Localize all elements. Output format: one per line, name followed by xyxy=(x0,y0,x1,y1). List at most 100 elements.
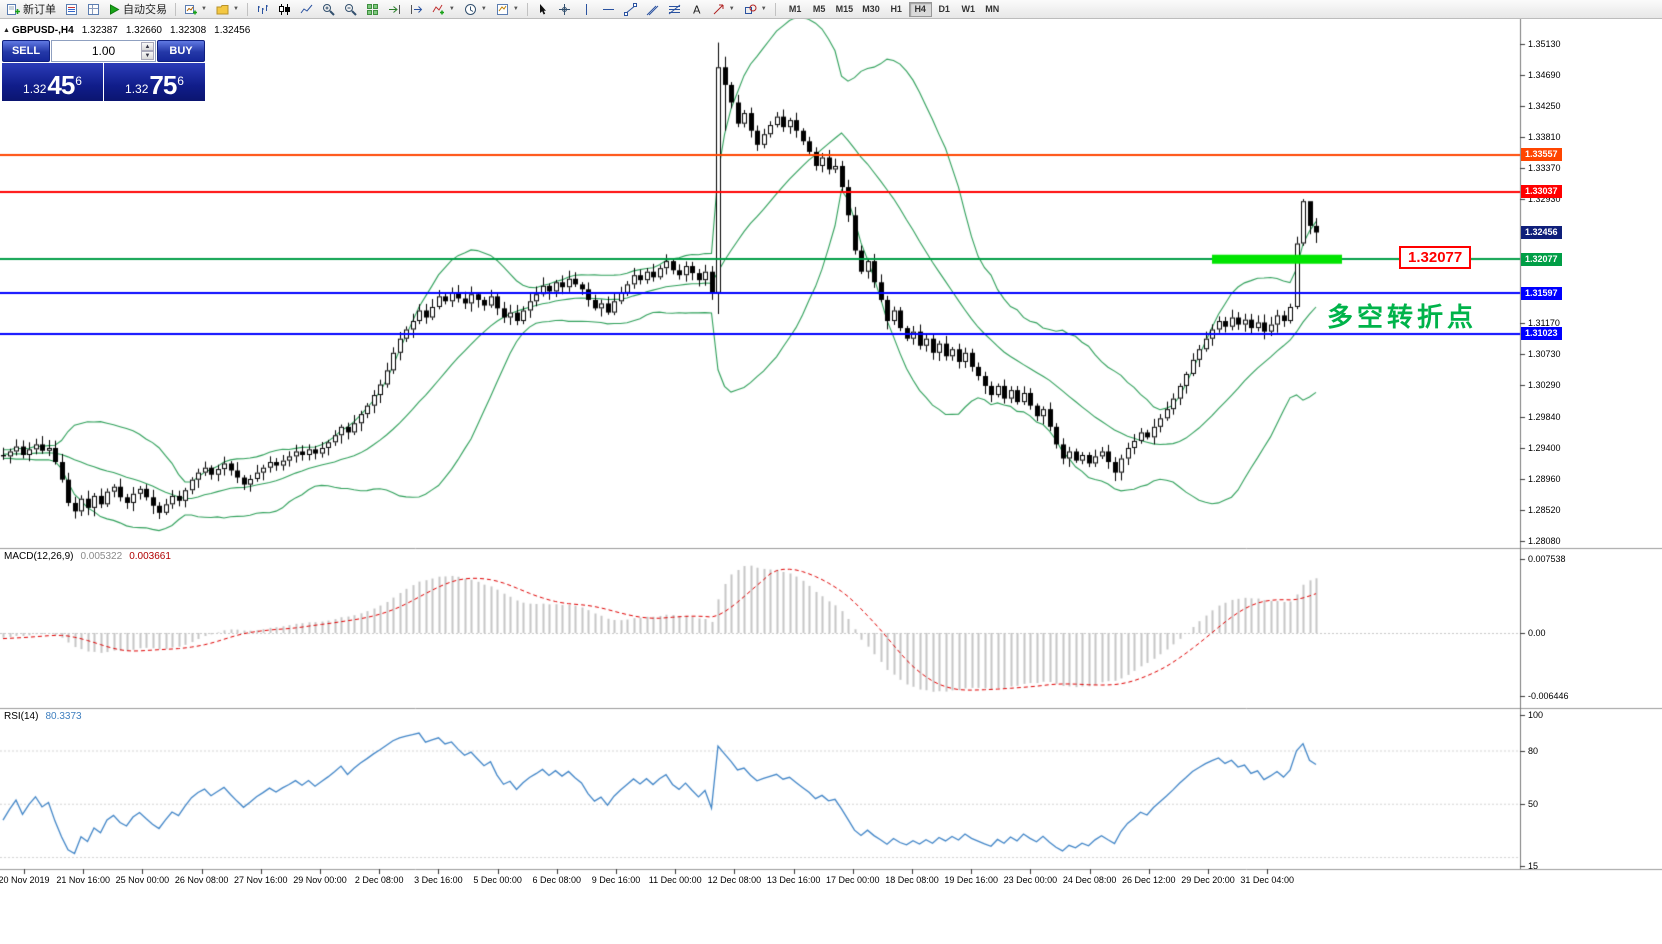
line-chart-button[interactable] xyxy=(296,1,317,18)
timeframe-button-mn[interactable]: MN xyxy=(981,2,1004,17)
channel-icon xyxy=(646,5,659,15)
chart-low-value: 1.32308 xyxy=(170,25,207,36)
turning-point-annotation[interactable]: 多空转折点 xyxy=(1327,302,1478,332)
fibonacci-icon xyxy=(668,4,681,14)
candlestick-chart-button[interactable] xyxy=(274,1,295,18)
timeframe-button-w1[interactable]: W1 xyxy=(957,2,980,17)
chart-close-value: 1.32456 xyxy=(214,25,251,36)
autotrading-play-icon xyxy=(110,3,120,15)
main-toolbar: 新订单 自动交易 ▼ ▼ xyxy=(0,0,1662,19)
indicators-button[interactable]: ▼ xyxy=(428,1,459,18)
macd-indicator-label: MACD(12,26,9) 0.005322 0.003661 xyxy=(4,551,171,562)
new-chart-button[interactable]: ▼ xyxy=(180,1,211,18)
profiles-icon xyxy=(216,4,229,14)
buy-button[interactable]: BUY xyxy=(157,40,205,62)
macd-main-value: 0.005322 xyxy=(80,551,123,562)
timeframe-button-d1[interactable]: D1 xyxy=(933,2,956,17)
sell-price-point: 6 xyxy=(75,74,82,88)
autotrading-button[interactable]: 自动交易 xyxy=(105,1,171,18)
arrows-button[interactable]: ▼ xyxy=(708,1,739,18)
svg-text:A: A xyxy=(693,3,701,16)
horizontal-line-button[interactable] xyxy=(598,1,619,18)
vertical-line-button[interactable] xyxy=(576,1,597,18)
dropdown-caret-icon: ▼ xyxy=(232,6,239,12)
auto-scroll-icon xyxy=(388,4,400,14)
toolbar-separator xyxy=(175,2,176,16)
horizontal-line-icon xyxy=(602,8,614,10)
macd-signal-value: 0.003661 xyxy=(129,551,171,562)
volume-value: 1.00 xyxy=(91,44,116,58)
dropdown-caret-icon: ▼ xyxy=(448,6,455,12)
new-order-icon xyxy=(7,3,20,15)
zoom-out-icon xyxy=(344,3,357,16)
crosshair-icon xyxy=(558,3,570,15)
shapes-button[interactable]: ▼ xyxy=(740,1,771,18)
volume-input[interactable]: 1.00 ▲ ▼ xyxy=(51,40,156,62)
chart-open-value: 1.32387 xyxy=(81,25,118,36)
periods-button[interactable]: ▼ xyxy=(460,1,491,18)
dropdown-caret-icon: ▼ xyxy=(201,6,207,12)
rsi-name: RSI(14) xyxy=(4,711,39,722)
macd-name: MACD(12,26,9) xyxy=(4,551,74,562)
volume-down-button[interactable]: ▼ xyxy=(141,51,154,60)
chart-shift-button[interactable] xyxy=(406,1,427,18)
data-window-icon xyxy=(88,3,99,15)
one-click-trading-panel: SELL 1.00 ▲ ▼ BUY 1.32 45 6 1.32 75 6 xyxy=(2,40,205,101)
auto-scroll-button[interactable] xyxy=(384,1,405,18)
timeframe-button-m30[interactable]: M30 xyxy=(858,2,884,17)
chart-shift-icon xyxy=(410,4,423,14)
channel-button[interactable] xyxy=(642,1,663,18)
price-annotation-label[interactable]: 1.32077 xyxy=(1399,246,1472,269)
vertical-line-icon xyxy=(585,3,587,15)
timeframe-button-h4[interactable]: H4 xyxy=(908,1,932,17)
buy-price-display[interactable]: 1.32 75 6 xyxy=(104,63,205,101)
market-watch-icon xyxy=(66,3,77,15)
templates-icon xyxy=(496,3,508,15)
crosshair-button[interactable] xyxy=(554,1,575,18)
timeframe-button-m15[interactable]: M15 xyxy=(832,2,858,17)
timeframe-toolbar: M1 M5 M15 M30 H1 H4 D1 W1 MN xyxy=(784,1,1004,17)
zoom-out-button[interactable] xyxy=(340,1,361,18)
templates-button[interactable]: ▼ xyxy=(492,1,523,18)
profiles-button[interactable]: ▼ xyxy=(212,1,243,18)
bar-chart-button[interactable] xyxy=(252,1,273,18)
indicators-icon xyxy=(432,4,444,14)
sell-price-display[interactable]: 1.32 45 6 xyxy=(2,63,103,101)
data-window-button[interactable] xyxy=(83,1,104,18)
sell-price-base: 1.32 xyxy=(23,82,47,96)
fibonacci-button[interactable] xyxy=(664,1,685,18)
sell-button[interactable]: SELL xyxy=(2,40,50,62)
buy-price-base: 1.32 xyxy=(125,82,149,96)
buy-price-pips: 75 xyxy=(149,70,177,100)
cursor-icon xyxy=(539,3,546,14)
line-chart-icon xyxy=(300,4,313,13)
timeframe-button-m1[interactable]: M1 xyxy=(784,2,807,17)
bar-chart-icon xyxy=(257,4,268,14)
arrows-icon xyxy=(713,4,724,14)
text-label-button[interactable]: A xyxy=(686,1,707,18)
autotrading-label: 自动交易 xyxy=(123,4,167,16)
zoom-in-icon xyxy=(322,3,335,16)
cursor-button[interactable] xyxy=(532,1,553,18)
toolbar-separator xyxy=(774,2,776,16)
new-chart-icon xyxy=(185,4,197,14)
market-watch-button[interactable] xyxy=(61,1,82,18)
buy-price-point: 6 xyxy=(177,74,184,88)
new-order-label: 新订单 xyxy=(23,4,56,16)
trendline-button[interactable] xyxy=(620,1,641,18)
volume-spinner: ▲ ▼ xyxy=(141,42,154,60)
rsi-indicator-label: RSI(14) 80.3373 xyxy=(4,711,82,722)
tile-windows-button[interactable] xyxy=(362,1,383,18)
volume-up-button[interactable]: ▲ xyxy=(141,42,154,51)
timeframe-button-h1[interactable]: H1 xyxy=(885,2,908,17)
timeframe-button-m5[interactable]: M5 xyxy=(808,2,831,17)
zoom-in-button[interactable] xyxy=(318,1,339,18)
collapse-triangle-icon[interactable]: ▲ xyxy=(3,27,10,34)
toolbar-separator xyxy=(526,2,528,16)
new-order-button[interactable]: 新订单 xyxy=(3,1,60,18)
chart-title: GBPUSD-,H4 1.32387 1.32660 1.32308 1.324… xyxy=(12,25,250,36)
candlestick-chart-icon xyxy=(278,3,290,15)
chart-symbol-period: GBPUSD-,H4 xyxy=(12,25,74,36)
chart-high-value: 1.32660 xyxy=(125,25,162,36)
